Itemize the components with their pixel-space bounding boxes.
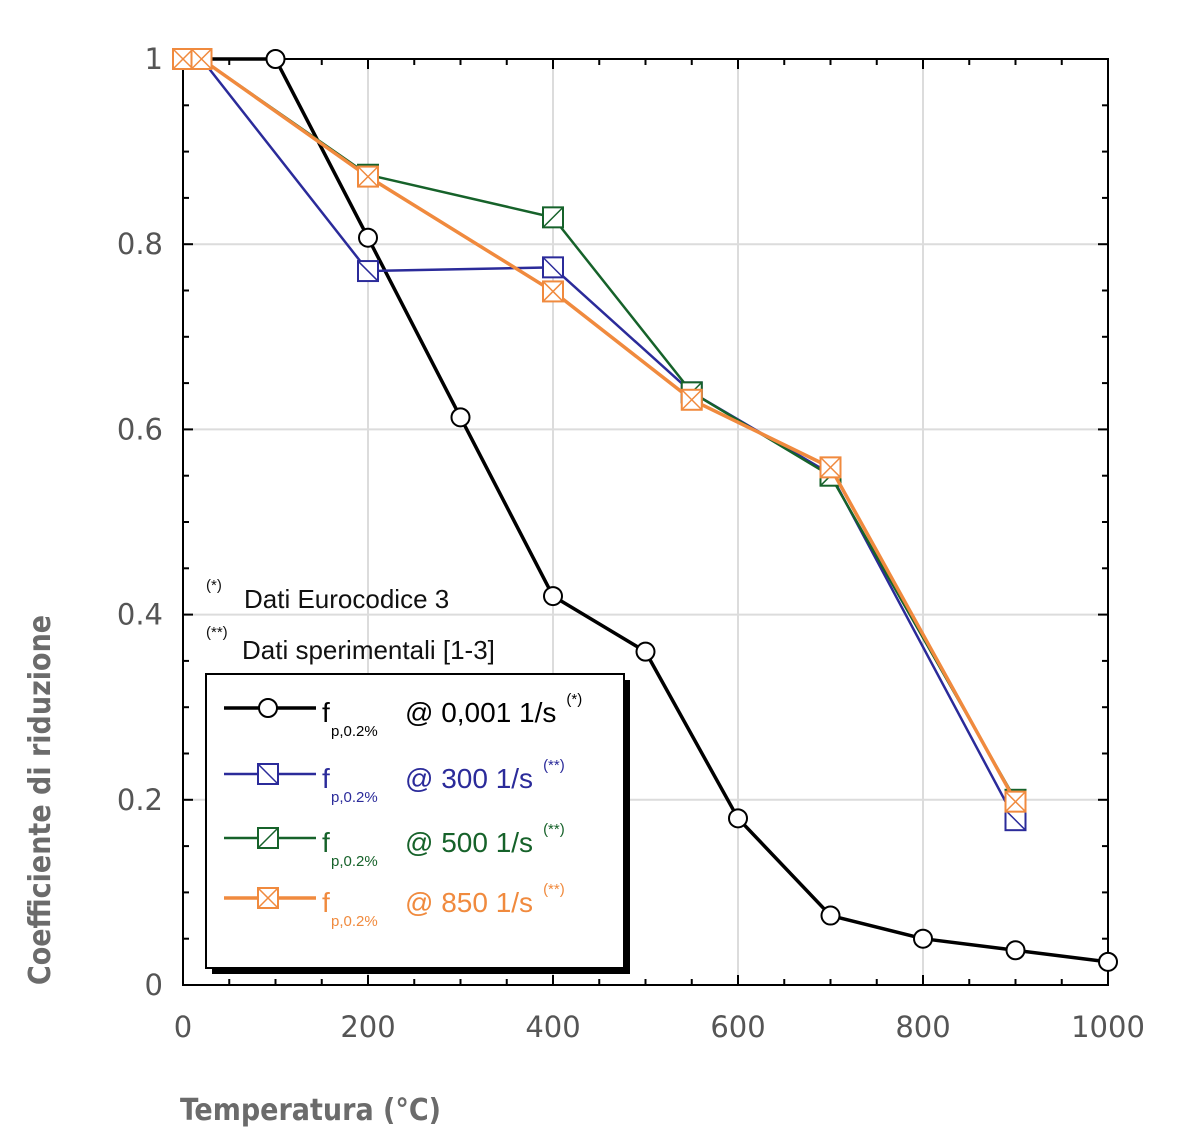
legend-label-main: f (322, 697, 330, 728)
legend-entry-3: fp,0.2% @ 500 1/s (**) (224, 821, 565, 870)
note-1-text: Dati Eurocodice 3 (244, 584, 449, 614)
legend-label-sup: (*) (566, 691, 582, 708)
y-axis-title: Coefficiente di riduzione (23, 615, 58, 985)
legend-label-main: f (322, 763, 330, 794)
y-tick-label: 0 (145, 968, 163, 1002)
data-point (357, 260, 379, 283)
data-point (1005, 940, 1026, 961)
legend-label-sub: p,0.2% (331, 853, 378, 870)
legend-box (205, 673, 625, 969)
data-point (1098, 951, 1118, 972)
y-tick-label: 0.6 (117, 412, 163, 446)
legend-label-rest: @ 300 1/s (405, 763, 533, 794)
data-point (819, 456, 842, 479)
x-tick-label: 800 (895, 1010, 950, 1044)
x-tick-label: 1000 (1071, 1010, 1145, 1044)
x-tick-label: 0 (174, 1010, 192, 1044)
data-point (358, 227, 378, 248)
data-point (172, 48, 194, 70)
legend-label-rest: @ 850 1/s (405, 887, 533, 918)
data-point (357, 165, 379, 188)
legend-entry-4: fp,0.2% @ 850 1/s (**) (224, 881, 565, 930)
legend-swatch-marker (257, 827, 279, 849)
notes: (*) Dati Eurocodice 3 (**) Dati sperimen… (206, 577, 495, 665)
tick-labels: 0 200 400 600 800 1000 0 0.2 0.4 0.6 0.8 1 (117, 42, 1145, 1044)
legend-label-sub: p,0.2% (331, 789, 378, 806)
data-point (1004, 790, 1027, 813)
legend-swatch-marker (257, 763, 279, 785)
legend-label-rest: @ 0,001 1/s (405, 697, 556, 728)
legend-label-sup: (**) (543, 757, 565, 774)
x-tick-label: 200 (340, 1010, 395, 1044)
data-point (680, 388, 703, 411)
data-point (728, 808, 748, 829)
legend-label-rest: @ 500 1/s (405, 827, 533, 858)
legend-label-sub: p,0.2% (331, 723, 378, 740)
data-point (913, 928, 933, 949)
note-2-text: Dati sperimentali [1-3] (242, 635, 495, 665)
legend-label-main: f (322, 887, 330, 918)
data-point (265, 49, 286, 69)
y-tick-label: 0.4 (117, 598, 163, 632)
data-point (543, 586, 563, 607)
y-tick-label: 0.2 (117, 783, 163, 817)
x-tick-label: 400 (525, 1010, 580, 1044)
data-point (190, 48, 213, 70)
data-point (542, 256, 564, 279)
x-tick-label: 600 (710, 1010, 765, 1044)
note-1-mark: (*) (206, 577, 222, 594)
legend: fp,0.2%@ 0,001 1/s (*)fp,0.2%@ 300 1/s (**… (205, 673, 630, 974)
y-tick-label: 0.8 (117, 227, 163, 261)
x-axis-title: Temperatura (°C) (180, 1093, 441, 1128)
legend-entry-2: fp,0.2% @ 300 1/s (**) (224, 757, 565, 806)
data-point (1004, 809, 1027, 832)
data-point (450, 407, 471, 428)
data-point (635, 641, 656, 662)
legend-swatch-marker (258, 698, 278, 718)
legend-label-sup: (**) (543, 881, 565, 898)
legend-label-sub: p,0.2% (331, 913, 378, 930)
series-group (172, 48, 1118, 972)
series-1 (173, 49, 1118, 972)
legend-swatch-marker (257, 887, 279, 909)
plot-frame (182, 58, 1109, 986)
legend-label-main: f (322, 827, 330, 858)
data-point (542, 280, 564, 303)
data-point (542, 206, 564, 229)
legend-entry-1: fp,0.2% @ 0,001 1/s (*) (224, 691, 582, 740)
note-2-mark: (**) (206, 624, 228, 641)
legend-label-sup: (**) (543, 821, 565, 838)
series-4 (172, 48, 1027, 813)
y-tick-label: 1 (145, 42, 163, 76)
data-point (820, 905, 841, 926)
